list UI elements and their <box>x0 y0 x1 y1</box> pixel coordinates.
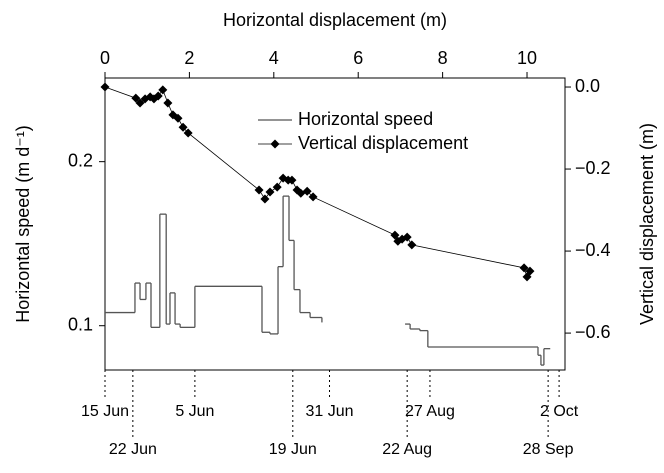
x-tick-label: 4 <box>269 48 279 68</box>
displacement-marker <box>183 128 193 138</box>
displacement-marker <box>407 240 417 250</box>
y2-axis-title: Vertical displacement (m) <box>637 123 657 325</box>
y-tick-label: 0.2 <box>68 150 93 170</box>
x-axis-title: Horizontal displacement (m) <box>223 10 447 30</box>
date-label: 31 Jun <box>305 403 353 420</box>
displacement-marker <box>153 91 163 101</box>
displacement-marker <box>519 263 529 273</box>
displacement-marker <box>135 98 145 108</box>
date-label: 19 Jun <box>269 441 317 458</box>
displacement-marker <box>390 230 400 240</box>
displacement-marker <box>100 82 110 92</box>
legend-label: Vertical displacement <box>298 133 468 153</box>
displacement-marker <box>254 185 264 195</box>
date-label: 22 Aug <box>382 441 432 458</box>
y2-tick-label: −0.4 <box>575 240 611 260</box>
displacement-marker <box>287 175 297 185</box>
x-tick-label: 6 <box>353 48 363 68</box>
date-label: 5 Jun <box>175 403 214 420</box>
x-tick-label: 8 <box>438 48 448 68</box>
date-label: 27 Aug <box>405 403 455 420</box>
y2-tick-label: −0.6 <box>575 322 611 342</box>
displacement-marker <box>302 186 312 196</box>
displacement-marker <box>272 182 282 192</box>
displacement-marker <box>260 194 270 204</box>
date-label: 28 Sep <box>523 441 574 458</box>
date-label: 15 Jun <box>81 403 129 420</box>
date-label: 22 Jun <box>109 441 157 458</box>
displacement-marker <box>402 232 412 242</box>
y-tick-label: 0.1 <box>68 314 93 334</box>
plot-frame <box>104 77 566 371</box>
x-tick-label: 0 <box>100 48 110 68</box>
displacement-marker <box>265 187 275 197</box>
displacement-marker <box>131 93 141 103</box>
displacement-marker <box>308 192 318 202</box>
legend-marker <box>270 139 280 149</box>
legend-label: Horizontal speed <box>298 109 433 129</box>
displacement-marker <box>178 122 188 132</box>
displacement-marker <box>163 98 173 108</box>
x-tick-label: 10 <box>517 48 537 68</box>
displacement-marker <box>525 266 535 276</box>
y-axis-title: Horizontal speed (m d⁻¹) <box>13 125 33 323</box>
displacement-marker <box>173 113 183 123</box>
date-label: 2 Oct <box>540 403 579 420</box>
y2-tick-label: 0.0 <box>575 76 600 96</box>
y2-tick-label: −0.2 <box>575 158 611 178</box>
x-tick-label: 2 <box>184 48 194 68</box>
displacement-marker <box>158 85 168 95</box>
